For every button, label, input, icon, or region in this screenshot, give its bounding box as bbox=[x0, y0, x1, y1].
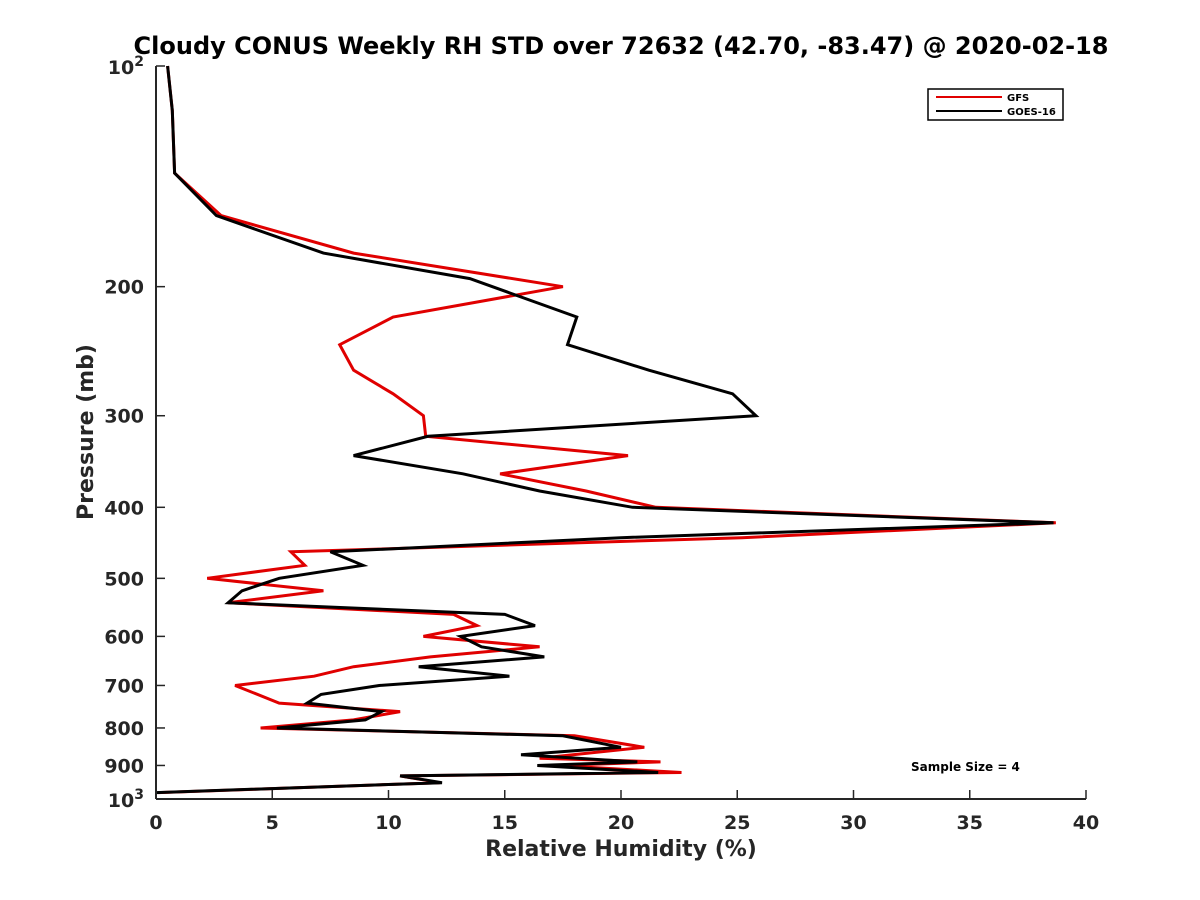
y-tick-label: 700 bbox=[104, 675, 144, 697]
y-tick-label: 102 bbox=[108, 54, 144, 79]
x-tick-label: 30 bbox=[840, 812, 866, 834]
sample-size-annotation: Sample Size = 4 bbox=[911, 760, 1020, 774]
x-tick-label: 15 bbox=[492, 812, 518, 834]
y-axis-label: Pressure (mb) bbox=[74, 344, 99, 520]
y-tick-label: 400 bbox=[104, 497, 144, 519]
x-tick-label: 0 bbox=[149, 812, 162, 834]
chart-title: Cloudy CONUS Weekly RH STD over 72632 (4… bbox=[134, 32, 1109, 60]
y-ticks: 200 300 400 500 600 700 800 900 102 103 bbox=[104, 54, 165, 812]
x-tick-label: 5 bbox=[266, 812, 279, 834]
legend: GFS GOES-16 bbox=[927, 88, 1064, 121]
legend-box bbox=[927, 88, 1064, 121]
x-axis-label: Relative Humidity (%) bbox=[485, 837, 757, 862]
legend-label-gfs: GFS bbox=[1007, 93, 1029, 104]
x-tick-label: 35 bbox=[957, 812, 983, 834]
y-tick-label: 300 bbox=[104, 406, 144, 428]
x-tick-label: 10 bbox=[375, 812, 401, 834]
y-tick-label: 900 bbox=[104, 755, 144, 777]
y-tick-label: 800 bbox=[104, 718, 144, 740]
series-line-goes16 bbox=[155, 65, 1054, 795]
x-ticks: 0 5 10 15 20 25 30 35 40 bbox=[149, 790, 1099, 834]
x-tick-label: 20 bbox=[608, 812, 634, 834]
series-line-gfs bbox=[158, 65, 1056, 795]
y-tick-label: 500 bbox=[104, 568, 144, 590]
legend-label-goes16: GOES-16 bbox=[1007, 107, 1056, 118]
series-layer bbox=[155, 65, 1056, 795]
y-tick-label: 600 bbox=[104, 626, 144, 648]
y-tick-label: 200 bbox=[104, 277, 144, 299]
y-tick-label: 103 bbox=[108, 787, 144, 812]
x-tick-label: 25 bbox=[724, 812, 750, 834]
x-tick-label: 40 bbox=[1073, 812, 1099, 834]
